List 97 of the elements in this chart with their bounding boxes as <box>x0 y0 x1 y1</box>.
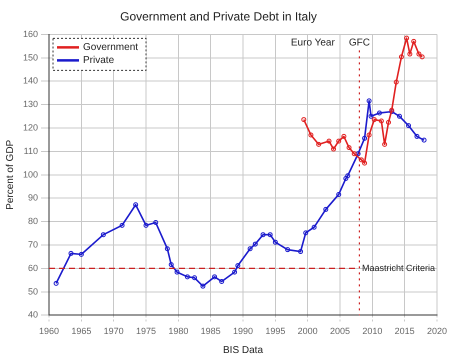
point <box>252 242 258 247</box>
y-tick-label: 70 <box>28 239 38 250</box>
point <box>366 132 372 138</box>
point <box>358 157 364 162</box>
point <box>343 176 348 182</box>
x-tick-label: 1975 <box>136 326 156 336</box>
point <box>407 52 412 57</box>
y-axis-title: Percent of GDP <box>4 139 16 210</box>
point <box>378 118 384 124</box>
x-axis-title: BIS Data <box>222 344 264 356</box>
y-tick-label: 40 <box>28 310 38 320</box>
point <box>232 270 238 275</box>
point <box>323 206 328 212</box>
point <box>168 262 174 268</box>
y-tick-label: 60 <box>28 262 38 273</box>
point <box>192 275 198 280</box>
point <box>346 145 352 150</box>
point <box>336 138 342 144</box>
point <box>312 224 317 230</box>
x-tick-label: 2020 <box>426 326 448 336</box>
point <box>272 240 278 245</box>
point <box>411 38 416 44</box>
point <box>416 52 422 57</box>
y-tick-label: 110 <box>24 146 38 156</box>
point <box>144 222 149 228</box>
point <box>356 151 361 156</box>
point <box>414 134 420 139</box>
x-tick-label: 2000 <box>298 326 318 336</box>
ref-line-label: Maastricht Criteria <box>362 262 435 273</box>
point <box>331 146 336 152</box>
y-tick-label: 120 <box>22 122 38 132</box>
point <box>345 173 350 178</box>
x-tick-label: 1965 <box>71 326 92 336</box>
chart-title: Government and Private Debt in Italy <box>120 10 317 24</box>
point <box>362 160 368 166</box>
point <box>382 142 388 147</box>
point <box>396 114 402 119</box>
point <box>298 249 304 254</box>
y-tick-label: 160 <box>22 28 38 39</box>
point <box>326 138 332 144</box>
point <box>301 117 306 122</box>
y-tick-label: 50 <box>28 286 38 296</box>
point <box>316 142 322 147</box>
point <box>285 247 290 252</box>
point <box>372 117 377 122</box>
y-tick-label: 150 <box>22 52 38 62</box>
annotation: Euro Year <box>290 37 336 48</box>
point <box>420 54 425 60</box>
point <box>100 232 106 238</box>
point <box>341 134 346 139</box>
point <box>212 274 218 280</box>
point <box>235 263 240 268</box>
x-tick-label: 1985 <box>200 326 221 336</box>
point <box>386 120 391 125</box>
legend-label: Government <box>83 42 138 54</box>
point <box>366 98 372 104</box>
point <box>260 232 266 238</box>
point <box>376 110 382 116</box>
ref-line-label: GFC <box>348 37 370 48</box>
legend-label: Private <box>83 55 115 66</box>
point <box>268 232 273 238</box>
y-tick-label: 100 <box>22 169 38 180</box>
x-tick-label: 2015 <box>394 326 415 336</box>
point <box>219 279 224 284</box>
point <box>248 246 253 252</box>
point <box>200 284 206 289</box>
point <box>133 202 138 208</box>
point <box>352 151 357 156</box>
point <box>120 222 125 228</box>
y-tick-label: 80 <box>28 216 38 226</box>
point <box>174 270 180 275</box>
point <box>362 136 368 141</box>
point <box>422 138 427 143</box>
x-tick-label: 1970 <box>104 326 124 336</box>
point <box>68 250 74 256</box>
point <box>184 274 190 280</box>
point <box>308 132 314 138</box>
point <box>404 36 410 41</box>
point <box>394 80 399 85</box>
point <box>54 280 59 286</box>
x-tick-label: 1960 <box>39 326 60 336</box>
x-tick-label: 1995 <box>265 326 286 336</box>
point <box>368 114 374 119</box>
y-tick-label: 130 <box>22 99 38 110</box>
point <box>78 252 84 257</box>
x-tick-label: 2010 <box>362 326 382 336</box>
x-tick-label: 2005 <box>330 326 350 336</box>
point <box>164 246 170 252</box>
y-tick-label: 140 <box>22 76 38 86</box>
point <box>398 54 404 60</box>
x-tick-label: 1980 <box>168 326 188 336</box>
point <box>336 192 342 197</box>
point <box>153 220 158 226</box>
y-tick-label: 90 <box>28 192 38 203</box>
point <box>303 230 308 236</box>
x-tick-label: 1990 <box>232 326 254 336</box>
point <box>406 123 412 128</box>
